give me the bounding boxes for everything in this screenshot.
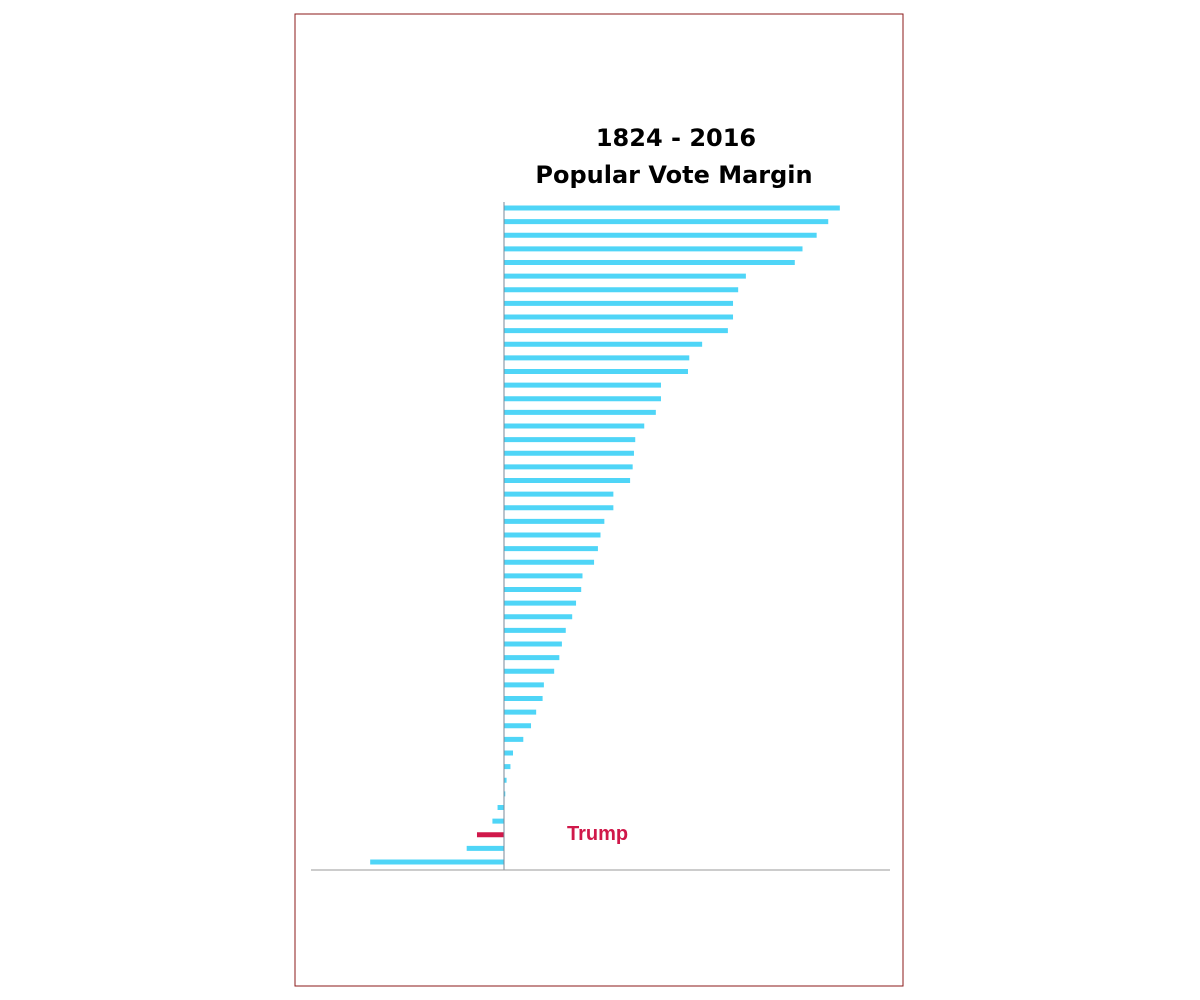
- bar: [504, 205, 840, 211]
- bar: [504, 505, 614, 511]
- bar: [504, 246, 803, 252]
- chart-title: 1824 - 2016: [596, 124, 756, 152]
- bar: [504, 696, 543, 701]
- bar: [504, 573, 583, 579]
- bar: [504, 750, 514, 756]
- frame: [294, 13, 904, 987]
- bar: [504, 668, 555, 674]
- bar: [504, 614, 573, 620]
- bar: [504, 450, 634, 456]
- bar: [492, 818, 504, 824]
- bar: [504, 627, 566, 633]
- bar: [504, 600, 577, 606]
- bar: [504, 682, 544, 688]
- bar: [504, 260, 795, 265]
- bar: [504, 518, 605, 524]
- bar: [466, 845, 504, 851]
- bar: [504, 423, 645, 429]
- bar: [504, 232, 817, 238]
- bar: [504, 791, 506, 797]
- bar: [504, 382, 661, 388]
- bar: [504, 559, 595, 565]
- bar: [370, 859, 504, 865]
- bar: [504, 532, 601, 538]
- bar: [504, 641, 562, 647]
- bar: [504, 546, 598, 552]
- bar: [504, 464, 633, 470]
- bar: [504, 409, 656, 415]
- bar: [504, 219, 829, 225]
- bar: [504, 478, 631, 483]
- bar: [504, 355, 690, 361]
- bar: [504, 709, 537, 715]
- chart-title: Popular Vote Margin: [535, 161, 812, 189]
- bar: [504, 328, 728, 334]
- bar: [504, 777, 507, 783]
- bar: [504, 287, 739, 293]
- bar: [504, 273, 746, 279]
- bar: [504, 736, 524, 742]
- bar: [504, 491, 614, 497]
- bar: [504, 300, 734, 306]
- bar: [504, 655, 560, 661]
- bar: [504, 314, 734, 320]
- annotation: Trump: [567, 823, 628, 845]
- bar: [504, 437, 636, 443]
- bar: [504, 764, 511, 770]
- bar: [504, 369, 688, 374]
- bar: [504, 587, 582, 592]
- bar: [504, 341, 703, 347]
- bar: [504, 723, 532, 729]
- bar: [476, 832, 504, 838]
- bar: [497, 805, 504, 810]
- bar: [504, 396, 661, 402]
